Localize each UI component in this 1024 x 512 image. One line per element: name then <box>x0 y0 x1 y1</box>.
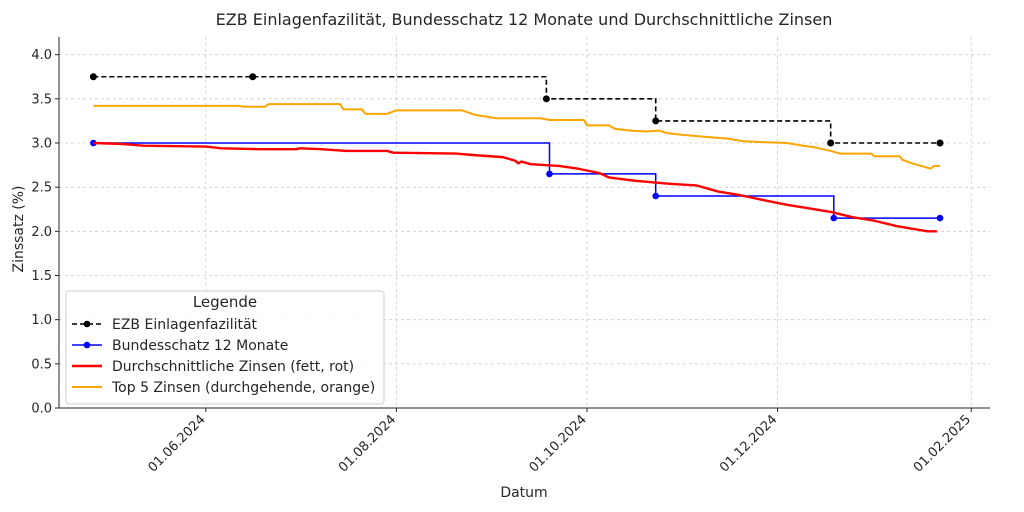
point-ezb <box>936 139 944 147</box>
series-line-ezb <box>93 75 941 144</box>
x-tick-label: 01.08.2024 <box>336 412 399 475</box>
x-tick-label: 01.12.2024 <box>717 412 780 475</box>
x-tick-label: 01.02.2025 <box>911 412 974 475</box>
chart-title: EZB Einlagenfazilität, Bundesschatz 12 M… <box>216 10 833 29</box>
point-ezb <box>652 117 660 125</box>
point-bundesschatz <box>830 214 838 222</box>
series-line-durchschnitt <box>93 141 937 233</box>
series-line-bundesschatz <box>93 142 941 219</box>
y-tick-label: 0.5 <box>31 357 52 372</box>
y-tick-label: 4.0 <box>31 48 52 63</box>
y-tick-label: 2.5 <box>31 181 52 196</box>
point-ezb <box>542 95 550 103</box>
y-tick-label: 3.5 <box>31 92 52 107</box>
y-tick-label: 2.0 <box>31 225 52 240</box>
point-ezb <box>827 139 835 147</box>
legend-box <box>65 290 385 405</box>
y-axis-label: Zinssatz (%) <box>11 185 27 272</box>
legend-marker-ezb <box>83 320 91 328</box>
series-line-top5 <box>93 103 941 170</box>
legend-label-ezb: EZB Einlagenfazilität <box>112 317 258 333</box>
legend-label-durchschnitt: Durchschnittliche Zinsen (fett, rot) <box>112 359 354 375</box>
series-layer <box>89 73 944 233</box>
legend-title: Legende <box>193 293 257 311</box>
legend: Legende EZB Einlagenfazilität Bundesschatz… <box>65 290 385 405</box>
point-bundesschatz <box>546 170 553 178</box>
grid <box>59 37 990 409</box>
y-tick-label: 1.0 <box>31 313 52 328</box>
legend-label-top5: Top 5 Zinsen (durchgehende, orange) <box>111 380 375 396</box>
legend-label-bundesschatz: Bundesschatz 12 Monate <box>112 338 288 354</box>
point-bundesschatz <box>652 192 660 200</box>
y-tick-label: 3.0 <box>31 137 52 152</box>
legend-marker-bundesschatz <box>83 341 91 349</box>
x-tick-label: 01.10.2024 <box>527 412 590 475</box>
y-tick-label: 0.0 <box>31 402 52 417</box>
point-ezb <box>249 73 257 81</box>
point-ezb <box>89 73 97 81</box>
y-tick-label: 1.5 <box>31 269 52 284</box>
ticks: 0.0 0.5 1.0 1.5 2.0 2.5 3.0 3.5 4.0 01.06.2024 01.… <box>31 48 974 475</box>
x-tick-label: 01.06.2024 <box>145 412 208 475</box>
point-bundesschatz <box>936 214 944 222</box>
x-axis-label: Datum <box>500 485 547 501</box>
